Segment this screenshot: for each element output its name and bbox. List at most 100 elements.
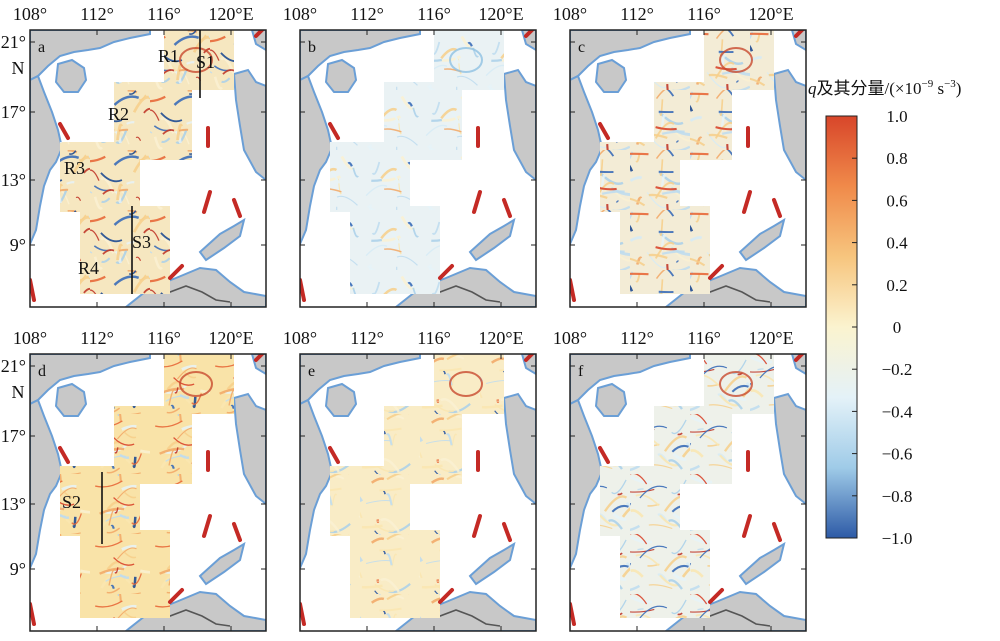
track-mark xyxy=(772,198,782,218)
panel-frame xyxy=(29,353,267,632)
track-mark xyxy=(772,522,782,542)
colorbar-gradient xyxy=(825,115,858,539)
land-mass xyxy=(324,58,358,93)
land-mass xyxy=(502,392,536,506)
field-tile xyxy=(434,354,504,414)
map-panel-c: 108° 112° 116° 120°E c xyxy=(553,4,807,308)
track-mark xyxy=(794,354,804,362)
field-tile xyxy=(704,30,774,90)
y-tick-label: 13° xyxy=(1,170,26,190)
x-tick-label: 120°E xyxy=(208,328,253,348)
panel-frame xyxy=(569,29,807,308)
land-mass xyxy=(30,398,64,569)
region-label: R2 xyxy=(108,104,129,124)
y-tick-label: 17° xyxy=(1,426,26,446)
land-mass xyxy=(324,382,358,417)
land-mass xyxy=(468,217,516,262)
x-tick-label: 112° xyxy=(80,4,114,24)
field-tile xyxy=(80,530,170,618)
track-mark xyxy=(232,198,242,218)
eddy-swirl xyxy=(719,47,753,73)
x-tick-label: 120°E xyxy=(748,328,793,348)
land-mass xyxy=(772,392,806,506)
y-tick-label: 21° xyxy=(1,356,26,376)
y-tick-label: 21° xyxy=(1,32,26,52)
track-mark xyxy=(254,354,264,362)
track-mark xyxy=(438,264,454,280)
x-tick-label: 108° xyxy=(283,328,317,348)
track-mark xyxy=(742,190,752,214)
land-mass xyxy=(468,541,516,586)
eddy-swirl xyxy=(449,47,483,73)
field-tile xyxy=(60,142,140,212)
land-mass xyxy=(570,74,604,245)
panel-frame xyxy=(29,29,267,308)
eddy-swirl xyxy=(719,371,753,397)
colorbar-tick-label: 0.4 xyxy=(886,234,908,253)
panel-letter: c xyxy=(578,39,585,56)
colorbar-tick-label: −0.2 xyxy=(882,360,913,379)
x-tick-label: 116° xyxy=(687,328,721,348)
x-tick-label: 108° xyxy=(13,4,47,24)
colorbar-tick-label: −0.8 xyxy=(882,487,913,506)
x-tick-label: 112° xyxy=(350,4,384,24)
colorbar-tick-label: −1.0 xyxy=(882,529,913,548)
eddy-swirl xyxy=(179,47,213,73)
panel-letter: e xyxy=(308,363,315,380)
track-mark xyxy=(254,30,264,38)
x-tick-label: 120°E xyxy=(478,328,523,348)
panel-frame xyxy=(299,29,537,308)
track-mark xyxy=(794,30,804,38)
x-tick-label: 116° xyxy=(417,328,451,348)
field-tile xyxy=(434,30,504,90)
field-tile xyxy=(350,530,440,618)
n-label: N xyxy=(12,382,25,402)
land-mass xyxy=(594,382,628,417)
region-label: R1 xyxy=(158,46,179,66)
colorbar-tick-label: −0.6 xyxy=(882,445,913,464)
land-mass xyxy=(54,58,88,93)
section-label: S3 xyxy=(132,232,151,252)
x-tick-label: 108° xyxy=(13,328,47,348)
land-mass xyxy=(502,68,536,182)
y-tick-label: 13° xyxy=(1,494,26,514)
land-mass xyxy=(30,74,64,245)
land-mass xyxy=(198,541,246,586)
track-mark xyxy=(708,264,724,280)
track-mark xyxy=(502,522,512,542)
panel-letter: d xyxy=(38,363,46,380)
panel-letter: b xyxy=(308,39,316,56)
section-label: S2 xyxy=(62,492,81,512)
track-mark xyxy=(58,122,70,140)
field-tile xyxy=(330,466,410,536)
field-tile xyxy=(620,206,710,294)
land-mass xyxy=(772,68,806,182)
region-label: R3 xyxy=(64,158,85,178)
y-tick-label: 9° xyxy=(10,559,26,579)
eddy-swirl xyxy=(179,371,213,397)
colorbar-tick-label: 0 xyxy=(893,318,902,337)
x-tick-label: 120°E xyxy=(208,4,253,24)
map-panel-f: 108° 112° 116° 120°E f xyxy=(553,328,807,632)
x-tick-label: 108° xyxy=(283,4,317,24)
track-mark xyxy=(328,446,340,464)
panel-frame xyxy=(569,353,807,632)
land-mass xyxy=(232,392,266,506)
land-mass xyxy=(54,382,88,417)
x-tick-label: 112° xyxy=(350,328,384,348)
field-tile xyxy=(350,206,440,294)
x-tick-label: 108° xyxy=(553,328,587,348)
map-panel-a: 108° 112° 116° 120°E 21° 17° 13° 9° Na R1 R2 R3 R4 S1… xyxy=(1,4,267,308)
colorbar-tick-label: 0.2 xyxy=(886,276,907,295)
track-mark xyxy=(168,264,184,280)
track-mark xyxy=(202,514,212,538)
colorbar: q及其分量/(×10−9 s−3) 1.0 0.8 0.6 0.4 0.2 0 −0.2 −0.… xyxy=(808,78,961,548)
field-tile xyxy=(164,354,234,414)
eddy-swirl xyxy=(449,371,483,397)
track-mark xyxy=(438,588,454,604)
x-tick-label: 112° xyxy=(620,328,654,348)
x-tick-label: 120°E xyxy=(748,4,793,24)
track-mark xyxy=(708,588,724,604)
track-mark xyxy=(524,30,534,38)
